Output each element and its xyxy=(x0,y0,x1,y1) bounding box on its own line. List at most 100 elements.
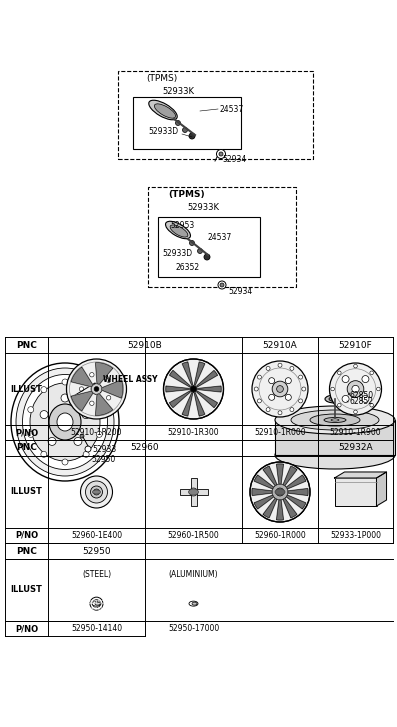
Text: (TPMS): (TPMS) xyxy=(146,74,177,84)
Text: 52950-17000: 52950-17000 xyxy=(168,624,219,633)
Text: 52910-1R300: 52910-1R300 xyxy=(168,428,219,437)
Text: ILLUST: ILLUST xyxy=(11,585,42,595)
Circle shape xyxy=(197,249,202,254)
Bar xyxy=(133,97,241,149)
Ellipse shape xyxy=(291,410,379,430)
Ellipse shape xyxy=(149,100,177,120)
Ellipse shape xyxy=(192,602,197,605)
Text: 52960: 52960 xyxy=(131,443,159,452)
Ellipse shape xyxy=(324,417,346,422)
Polygon shape xyxy=(277,500,283,520)
Ellipse shape xyxy=(16,368,114,476)
Circle shape xyxy=(272,381,288,397)
Circle shape xyxy=(285,378,291,384)
Text: 52933K: 52933K xyxy=(162,87,194,95)
Polygon shape xyxy=(254,475,274,489)
Bar xyxy=(275,420,395,455)
Polygon shape xyxy=(197,391,218,407)
Circle shape xyxy=(250,462,310,522)
Text: 52960-1R500: 52960-1R500 xyxy=(168,531,220,540)
Text: 52950: 52950 xyxy=(82,547,111,555)
Circle shape xyxy=(90,372,94,377)
Circle shape xyxy=(83,451,89,457)
Circle shape xyxy=(106,378,111,382)
Text: P/NO: P/NO xyxy=(15,428,38,437)
Polygon shape xyxy=(376,472,387,506)
Circle shape xyxy=(266,366,270,370)
Polygon shape xyxy=(182,393,193,416)
Circle shape xyxy=(257,375,261,379)
Ellipse shape xyxy=(95,602,100,605)
Polygon shape xyxy=(286,495,306,509)
Circle shape xyxy=(277,385,283,393)
Circle shape xyxy=(91,486,102,498)
Text: 52953: 52953 xyxy=(170,220,194,230)
Text: 26352: 26352 xyxy=(175,263,199,273)
Circle shape xyxy=(96,406,102,413)
Circle shape xyxy=(299,375,303,379)
Ellipse shape xyxy=(275,406,395,434)
Circle shape xyxy=(164,359,224,419)
Circle shape xyxy=(81,476,112,508)
Circle shape xyxy=(28,406,34,413)
Ellipse shape xyxy=(57,413,73,431)
Circle shape xyxy=(290,366,294,370)
Polygon shape xyxy=(198,386,221,392)
Ellipse shape xyxy=(329,396,341,401)
Circle shape xyxy=(204,254,210,260)
Circle shape xyxy=(41,451,47,457)
Ellipse shape xyxy=(30,383,100,461)
Ellipse shape xyxy=(154,104,175,119)
Polygon shape xyxy=(96,394,113,415)
Circle shape xyxy=(190,385,197,393)
Circle shape xyxy=(216,150,225,158)
Circle shape xyxy=(269,378,275,384)
Text: PNC: PNC xyxy=(16,340,37,350)
Ellipse shape xyxy=(189,601,198,606)
Circle shape xyxy=(342,376,349,382)
Ellipse shape xyxy=(275,441,395,469)
Circle shape xyxy=(90,401,94,406)
Circle shape xyxy=(94,489,100,495)
Text: 52910-1R000: 52910-1R000 xyxy=(254,428,306,437)
Text: 52933D: 52933D xyxy=(148,126,178,135)
Circle shape xyxy=(276,488,284,496)
Circle shape xyxy=(40,411,48,419)
Circle shape xyxy=(299,399,303,403)
Ellipse shape xyxy=(93,490,100,494)
Circle shape xyxy=(28,431,34,438)
Circle shape xyxy=(191,386,197,392)
Polygon shape xyxy=(252,489,272,495)
Text: 52910-1R900: 52910-1R900 xyxy=(330,428,381,437)
Polygon shape xyxy=(170,371,191,387)
Ellipse shape xyxy=(170,225,188,237)
Bar xyxy=(335,478,376,506)
Circle shape xyxy=(62,459,68,465)
Text: 24537: 24537 xyxy=(208,233,232,241)
Ellipse shape xyxy=(11,363,119,481)
Circle shape xyxy=(354,364,357,368)
Circle shape xyxy=(61,394,69,402)
Text: 52950
steel: 52950 steel xyxy=(88,600,105,611)
Circle shape xyxy=(85,446,91,452)
Polygon shape xyxy=(263,466,277,486)
Ellipse shape xyxy=(325,395,345,403)
Circle shape xyxy=(96,431,102,438)
Polygon shape xyxy=(71,367,93,387)
Polygon shape xyxy=(286,475,306,489)
Polygon shape xyxy=(283,499,297,518)
Text: 52910B: 52910B xyxy=(127,340,162,350)
Circle shape xyxy=(219,152,223,156)
Polygon shape xyxy=(96,363,113,385)
Circle shape xyxy=(189,488,197,496)
Circle shape xyxy=(347,381,364,398)
Polygon shape xyxy=(195,362,205,385)
Polygon shape xyxy=(335,472,387,478)
Polygon shape xyxy=(102,380,123,398)
Circle shape xyxy=(189,241,195,246)
Circle shape xyxy=(337,403,341,407)
Circle shape xyxy=(106,395,111,400)
Text: 52910F: 52910F xyxy=(339,340,372,350)
Circle shape xyxy=(269,394,275,401)
Circle shape xyxy=(218,281,226,289)
